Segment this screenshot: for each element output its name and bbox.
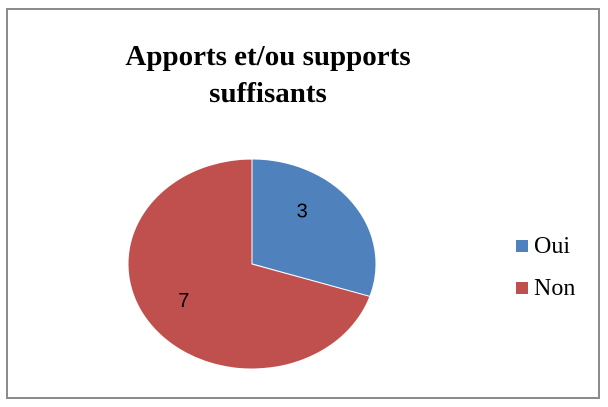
pie-slice-non	[127, 158, 371, 370]
chart-legend: Oui Non	[516, 232, 576, 318]
pie-slice-oui	[251, 158, 377, 298]
legend-label-oui: Oui	[534, 232, 570, 259]
legend-item-non: Non	[516, 274, 576, 301]
legend-label-non: Non	[534, 274, 576, 301]
legend-item-oui: Oui	[516, 232, 575, 259]
legend-swatch-oui	[516, 240, 528, 252]
chart-title-line-2: suffisants	[209, 77, 327, 109]
chart-title-line-1: Apports et/ou supports	[125, 40, 411, 72]
chart-title: Apports et/ou supports suffisants	[8, 38, 528, 112]
data-label-oui: 3	[297, 200, 308, 222]
legend-swatch-non	[516, 282, 528, 294]
pie-chart: 37	[127, 158, 377, 370]
data-label-non: 7	[178, 290, 189, 312]
